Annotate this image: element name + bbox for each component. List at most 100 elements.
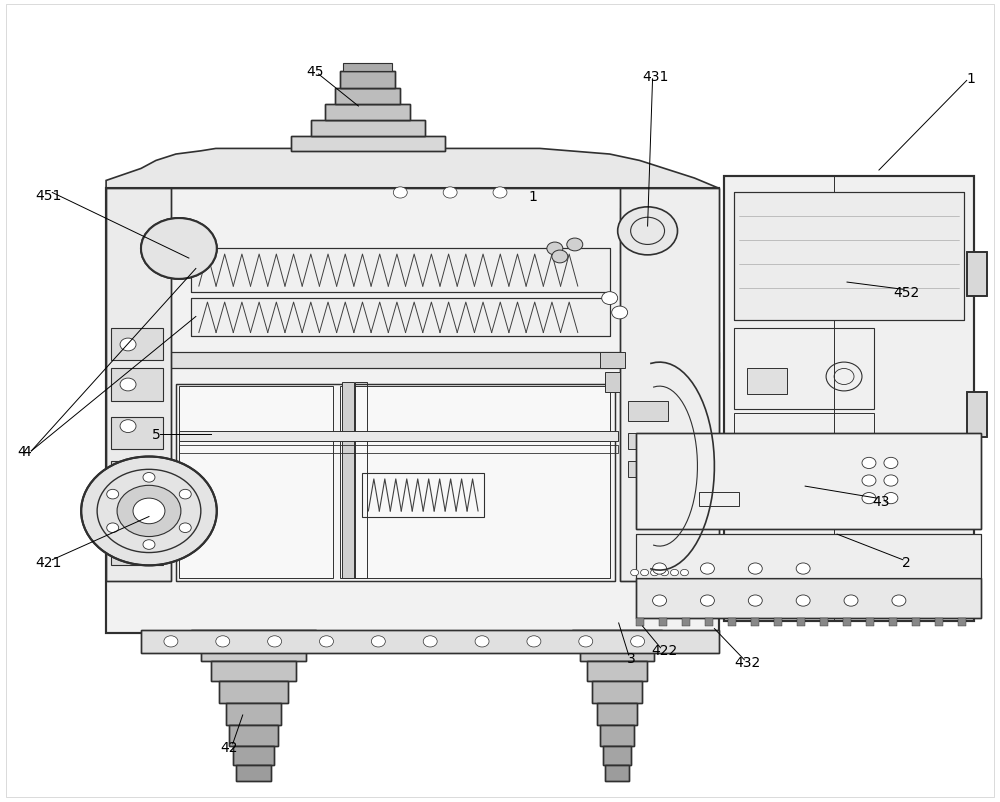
Circle shape — [653, 595, 667, 606]
Bar — [340, 71, 395, 89]
Bar — [636, 433, 981, 529]
Bar — [236, 764, 271, 780]
Bar — [597, 703, 637, 725]
Circle shape — [320, 636, 333, 647]
Circle shape — [552, 251, 568, 264]
Circle shape — [884, 493, 898, 504]
Bar — [967, 253, 987, 297]
Circle shape — [862, 458, 876, 469]
Circle shape — [133, 499, 165, 524]
Circle shape — [796, 595, 810, 606]
Bar — [636, 433, 981, 529]
Bar — [179, 431, 618, 441]
Bar — [967, 393, 987, 437]
Text: 4: 4 — [18, 444, 26, 458]
Bar — [587, 661, 647, 681]
Bar — [820, 618, 828, 626]
Bar — [311, 121, 425, 137]
Bar — [572, 630, 662, 645]
Bar — [605, 764, 629, 780]
Text: 451: 451 — [35, 188, 61, 203]
Bar — [179, 387, 333, 578]
Bar — [699, 492, 739, 507]
Text: 5: 5 — [152, 427, 160, 442]
Bar — [600, 725, 634, 747]
Circle shape — [862, 476, 876, 487]
Bar — [176, 385, 615, 581]
Bar — [958, 618, 966, 626]
Bar — [233, 747, 274, 764]
Bar — [866, 618, 874, 626]
Bar — [226, 703, 281, 725]
Bar — [734, 193, 964, 321]
Circle shape — [120, 338, 136, 351]
Bar — [226, 703, 281, 725]
Circle shape — [892, 595, 906, 606]
Circle shape — [117, 486, 181, 537]
Circle shape — [120, 379, 136, 391]
Text: 4: 4 — [22, 444, 31, 458]
Bar — [747, 369, 787, 395]
Circle shape — [631, 636, 645, 647]
Text: 452: 452 — [894, 286, 920, 299]
Bar — [605, 764, 629, 780]
Circle shape — [671, 569, 679, 576]
Bar — [636, 578, 981, 618]
Circle shape — [120, 507, 136, 519]
Bar — [628, 433, 668, 449]
Bar — [111, 329, 163, 361]
Circle shape — [216, 636, 230, 647]
Bar — [636, 534, 981, 578]
Bar — [111, 537, 163, 565]
Bar — [600, 725, 634, 747]
Circle shape — [164, 636, 178, 647]
Text: 432: 432 — [734, 655, 760, 670]
Bar — [628, 461, 668, 477]
Bar — [632, 230, 648, 243]
Circle shape — [107, 490, 119, 500]
Circle shape — [423, 636, 437, 647]
Bar — [603, 747, 631, 764]
Polygon shape — [106, 149, 719, 189]
Bar — [291, 137, 445, 152]
Circle shape — [653, 563, 667, 574]
Circle shape — [393, 188, 407, 199]
Bar — [106, 353, 719, 369]
Circle shape — [493, 188, 507, 199]
Bar — [967, 393, 987, 437]
Circle shape — [527, 636, 541, 647]
Circle shape — [107, 523, 119, 533]
Bar — [728, 618, 736, 626]
Circle shape — [748, 595, 762, 606]
Bar — [889, 618, 897, 626]
Bar — [705, 618, 713, 626]
Circle shape — [141, 219, 217, 280]
Bar — [967, 253, 987, 297]
Bar — [291, 137, 445, 152]
Bar — [191, 298, 610, 337]
Bar — [636, 578, 981, 618]
Text: 431: 431 — [642, 70, 669, 83]
Circle shape — [567, 239, 583, 252]
Text: 422: 422 — [651, 643, 678, 658]
Bar — [219, 681, 288, 703]
Text: 1: 1 — [966, 72, 975, 86]
Circle shape — [884, 476, 898, 487]
Bar — [201, 645, 306, 661]
Circle shape — [475, 636, 489, 647]
Bar — [191, 298, 610, 337]
Circle shape — [579, 636, 593, 647]
Bar — [176, 385, 615, 581]
Bar — [229, 725, 278, 747]
Circle shape — [120, 420, 136, 433]
Bar — [355, 383, 367, 578]
Bar — [734, 329, 874, 409]
Circle shape — [120, 545, 136, 557]
Bar — [111, 497, 163, 525]
Circle shape — [371, 636, 385, 647]
Bar — [179, 445, 618, 453]
Bar — [597, 703, 637, 725]
Circle shape — [443, 188, 457, 199]
Bar — [605, 373, 620, 393]
Circle shape — [179, 490, 191, 500]
